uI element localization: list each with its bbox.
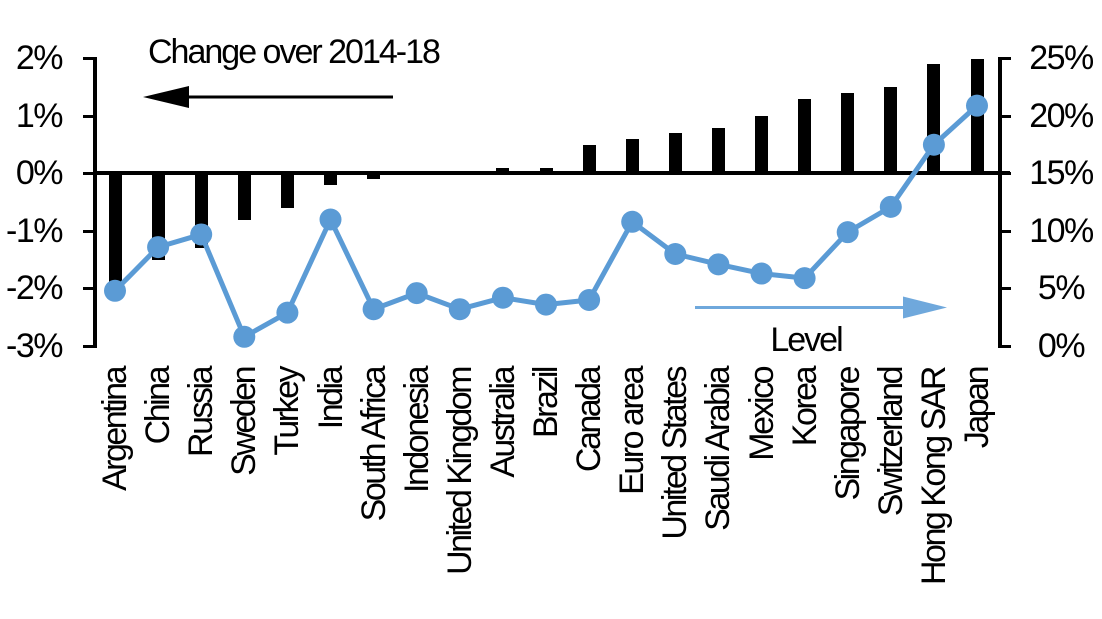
category-label-sweden: Sweden xyxy=(225,368,264,476)
right-axis-tick-label: 15% xyxy=(1029,154,1094,192)
category-label-saudi-arabia: Saudi Arabia xyxy=(699,368,738,531)
line-series-label: Level xyxy=(770,321,843,359)
bar-turkey xyxy=(280,173,294,208)
left-axis-tick-mark xyxy=(83,229,95,233)
marker-united-kingdom xyxy=(448,298,471,321)
right-axis-tick-label: 20% xyxy=(1029,97,1094,135)
bar-russia xyxy=(194,173,208,249)
marker-switzerland xyxy=(879,195,902,218)
left-axis-tick-label: 2% xyxy=(15,39,64,77)
bar-united-states xyxy=(668,133,682,174)
marker-turkey xyxy=(276,301,299,324)
category-label-india: India xyxy=(311,368,350,430)
right-axis-tick-label: 10% xyxy=(1029,212,1094,250)
right-pointing-arrow-icon xyxy=(695,296,947,319)
category-label-mexico: Mexico xyxy=(742,368,781,461)
marker-canada xyxy=(578,289,601,311)
bar-switzerland xyxy=(884,87,898,174)
bar-argentina xyxy=(108,173,122,283)
bar-singapore xyxy=(841,93,855,174)
marker-united-states xyxy=(664,243,687,265)
right-axis-line xyxy=(998,57,1002,348)
bar-brazil xyxy=(539,167,553,174)
right-axis-tick-label: 25% xyxy=(1029,39,1094,77)
left-pointing-arrow-icon xyxy=(143,86,393,108)
bar-mexico xyxy=(755,116,768,174)
marker-sweden xyxy=(233,325,256,348)
right-axis-tick-label: 5% xyxy=(1037,269,1086,307)
category-label-euro-area: Euro area xyxy=(613,368,652,495)
category-label-brazil: Brazil xyxy=(527,368,565,439)
marker-indonesia xyxy=(405,282,428,305)
left-axis-tick-label: 1% xyxy=(15,97,64,135)
category-label-indonesia: Indonesia xyxy=(397,368,436,493)
category-label-united-kingdom: United Kingdom xyxy=(440,368,479,575)
category-label-switzerland: Switzerland xyxy=(871,368,910,517)
right-axis-tick-mark xyxy=(998,229,1011,233)
marker-korea xyxy=(793,267,816,290)
left-axis-line xyxy=(93,57,97,348)
bars-series-label: Change over 2014-18 xyxy=(148,33,441,71)
bar-hong-kong-sar xyxy=(927,64,941,174)
left-axis-tick-label: -3% xyxy=(6,327,63,365)
zero-baseline xyxy=(95,171,1010,175)
category-label-argentina: Argentina xyxy=(96,368,134,492)
left-axis-tick-label: 0% xyxy=(15,154,64,192)
right-axis-tick-label: 0% xyxy=(1037,327,1086,365)
bar-japan xyxy=(970,58,984,174)
right-axis-tick-mark xyxy=(998,287,1011,290)
marker-australia xyxy=(491,286,514,309)
category-label-australia: Australia xyxy=(483,368,522,478)
marker-mexico xyxy=(750,262,773,285)
left-axis-tick-label: -2% xyxy=(6,269,63,307)
category-label-united-states: United States xyxy=(656,368,695,540)
marker-india xyxy=(319,208,342,231)
bar-india xyxy=(324,173,337,185)
bar-saudi-arabia xyxy=(711,127,725,174)
category-label-canada: Canada xyxy=(570,368,609,473)
bar-korea xyxy=(798,98,812,174)
category-label-japan: Japan xyxy=(958,368,996,449)
right-axis-tick-mark xyxy=(998,57,1011,60)
bar-sweden xyxy=(237,173,251,220)
bar-south-africa xyxy=(367,173,381,180)
bar-euro-area xyxy=(625,139,639,174)
bar-australia xyxy=(496,167,510,174)
left-axis-tick-mark xyxy=(83,57,95,60)
bar-china xyxy=(151,173,165,260)
marker-south-africa xyxy=(362,298,385,321)
bar-canada xyxy=(582,144,596,174)
marker-euro-area xyxy=(621,210,644,233)
left-axis-tick-mark xyxy=(83,172,95,175)
marker-argentina xyxy=(104,279,126,302)
category-label-russia: Russia xyxy=(182,368,221,457)
right-axis-tick-mark xyxy=(998,114,1011,118)
category-label-korea: Korea xyxy=(785,368,824,447)
category-label-hong-kong-sar: Hong Kong SAR xyxy=(914,368,953,585)
marker-saudi-arabia xyxy=(707,253,730,276)
marker-singapore xyxy=(836,221,859,244)
marker-brazil xyxy=(535,293,557,316)
left-axis-tick-mark xyxy=(83,114,95,118)
category-label-south-africa: South Africa xyxy=(354,368,393,522)
left-axis-tick-mark xyxy=(83,344,95,348)
left-axis-tick-mark xyxy=(83,287,95,290)
category-label-turkey: Turkey xyxy=(268,368,307,456)
category-label-singapore: Singapore xyxy=(828,368,867,501)
left-axis-tick-label: -1% xyxy=(6,212,63,250)
right-axis-tick-mark xyxy=(998,172,1011,175)
category-label-china: China xyxy=(139,368,178,445)
right-axis-tick-mark xyxy=(998,344,1011,348)
